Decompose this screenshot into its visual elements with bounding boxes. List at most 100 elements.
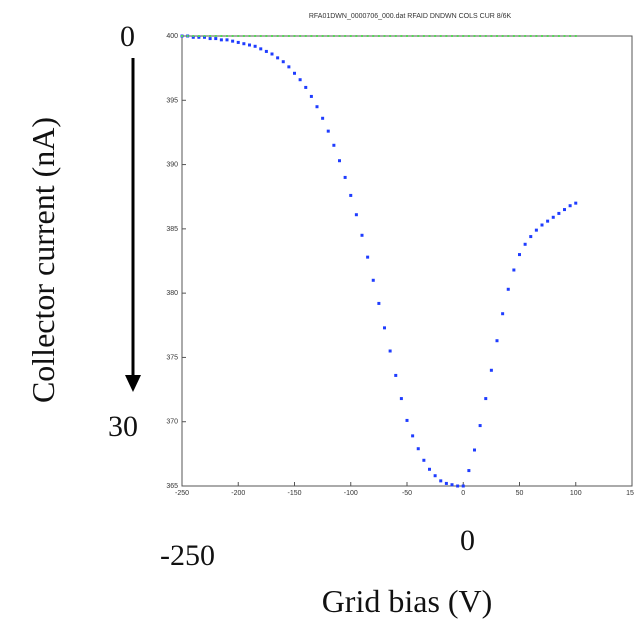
data-point: [518, 35, 521, 37]
data-point: [225, 38, 229, 42]
data-point: [309, 94, 313, 98]
data-point: [360, 233, 364, 237]
data-point: [417, 35, 420, 37]
x-tick-label: 50: [516, 490, 524, 497]
x-tick-label: -50: [402, 490, 412, 497]
data-point: [484, 35, 487, 37]
data-point: [489, 368, 493, 372]
x-zero-annotation: 0: [460, 524, 475, 557]
data-point: [506, 287, 510, 291]
data-point: [208, 37, 212, 41]
data-point: [298, 78, 302, 82]
data-point: [467, 35, 470, 37]
data-point: [512, 268, 516, 272]
series-1-points: [180, 34, 578, 488]
data-point: [371, 278, 375, 282]
y-axis-ticks: 400 395 390 385 380 375 370 365: [166, 33, 186, 490]
data-point: [377, 301, 381, 305]
data-point: [203, 35, 206, 39]
data-point: [191, 35, 195, 39]
data-point: [495, 339, 499, 343]
data-point: [563, 208, 566, 212]
y-axis-label: Collector current (nA): [25, 117, 61, 403]
data-point: [354, 213, 358, 217]
data-point: [422, 35, 425, 37]
data-point: [444, 481, 448, 485]
data-point: [321, 35, 324, 37]
data-point: [315, 105, 319, 109]
data-point: [484, 397, 488, 401]
series-2-points: [181, 35, 577, 37]
data-point: [405, 418, 409, 422]
data-point: [439, 35, 442, 37]
data-point: [383, 326, 386, 330]
data-point: [445, 35, 448, 37]
data-point: [304, 35, 307, 37]
data-point: [293, 35, 296, 37]
data-point: [316, 35, 318, 37]
data-point: [394, 35, 397, 37]
data-point: [192, 35, 195, 37]
data-point: [400, 35, 403, 37]
data-point: [344, 35, 347, 37]
data-point: [259, 47, 263, 51]
y-tick-label: 365: [166, 483, 178, 490]
data-point: [383, 35, 386, 37]
y-tick-label: 385: [166, 226, 178, 233]
data-point: [518, 253, 521, 257]
data-point: [338, 35, 341, 37]
data-point: [529, 35, 532, 37]
data-point: [540, 223, 544, 227]
x-axis-ticks: -250 -200 -150 -100 -50 0 50 100 150: [175, 482, 634, 497]
data-point: [271, 35, 273, 37]
x-tick-label: -100: [344, 490, 358, 497]
data-point: [332, 35, 335, 37]
data-point: [332, 143, 336, 147]
data-point: [473, 35, 476, 37]
data-point: [451, 35, 453, 37]
data-point: [535, 35, 538, 37]
data-point: [467, 469, 471, 473]
data-point: [534, 228, 538, 232]
data-point: [529, 235, 533, 239]
data-point: [563, 35, 566, 37]
x-axis-label: Grid bias (V): [322, 583, 493, 619]
y-tick-label: 370: [166, 419, 178, 426]
data-point: [186, 35, 189, 37]
data-point: [343, 175, 347, 179]
x-tick-label: 150: [626, 490, 634, 497]
data-point: [282, 35, 285, 37]
y-tick-label: 395: [166, 97, 178, 104]
y-tick-label: 380: [166, 290, 178, 297]
data-point: [496, 35, 498, 37]
data-point: [422, 458, 426, 462]
data-point: [253, 44, 257, 48]
data-point: [265, 35, 268, 37]
data-point: [197, 35, 201, 39]
data-point: [377, 35, 380, 37]
data-point: [281, 60, 285, 64]
data-point: [479, 35, 482, 37]
x-tick-label: -150: [287, 490, 301, 497]
x-tick-label: -250: [175, 490, 189, 497]
data-point: [231, 39, 235, 43]
data-point: [366, 255, 370, 259]
data-point: [574, 35, 577, 37]
plot-frame: [181, 35, 633, 487]
data-point: [523, 242, 527, 246]
data-point: [197, 35, 200, 37]
data-point: [264, 49, 268, 53]
data-point: [546, 35, 549, 37]
data-point: [299, 35, 302, 37]
data-point: [399, 397, 403, 401]
data-point: [321, 116, 325, 120]
data-point: [456, 35, 459, 37]
data-point: [226, 35, 228, 37]
data-point: [433, 474, 437, 478]
data-point: [462, 35, 465, 37]
data-point: [293, 71, 296, 75]
data-point: [366, 35, 369, 37]
data-point: [231, 35, 234, 37]
data-point: [242, 35, 245, 37]
